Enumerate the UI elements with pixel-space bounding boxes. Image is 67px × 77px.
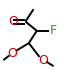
Text: O: O bbox=[39, 54, 49, 67]
Text: F: F bbox=[50, 24, 57, 37]
Text: O: O bbox=[8, 15, 18, 28]
Text: O: O bbox=[7, 47, 17, 60]
